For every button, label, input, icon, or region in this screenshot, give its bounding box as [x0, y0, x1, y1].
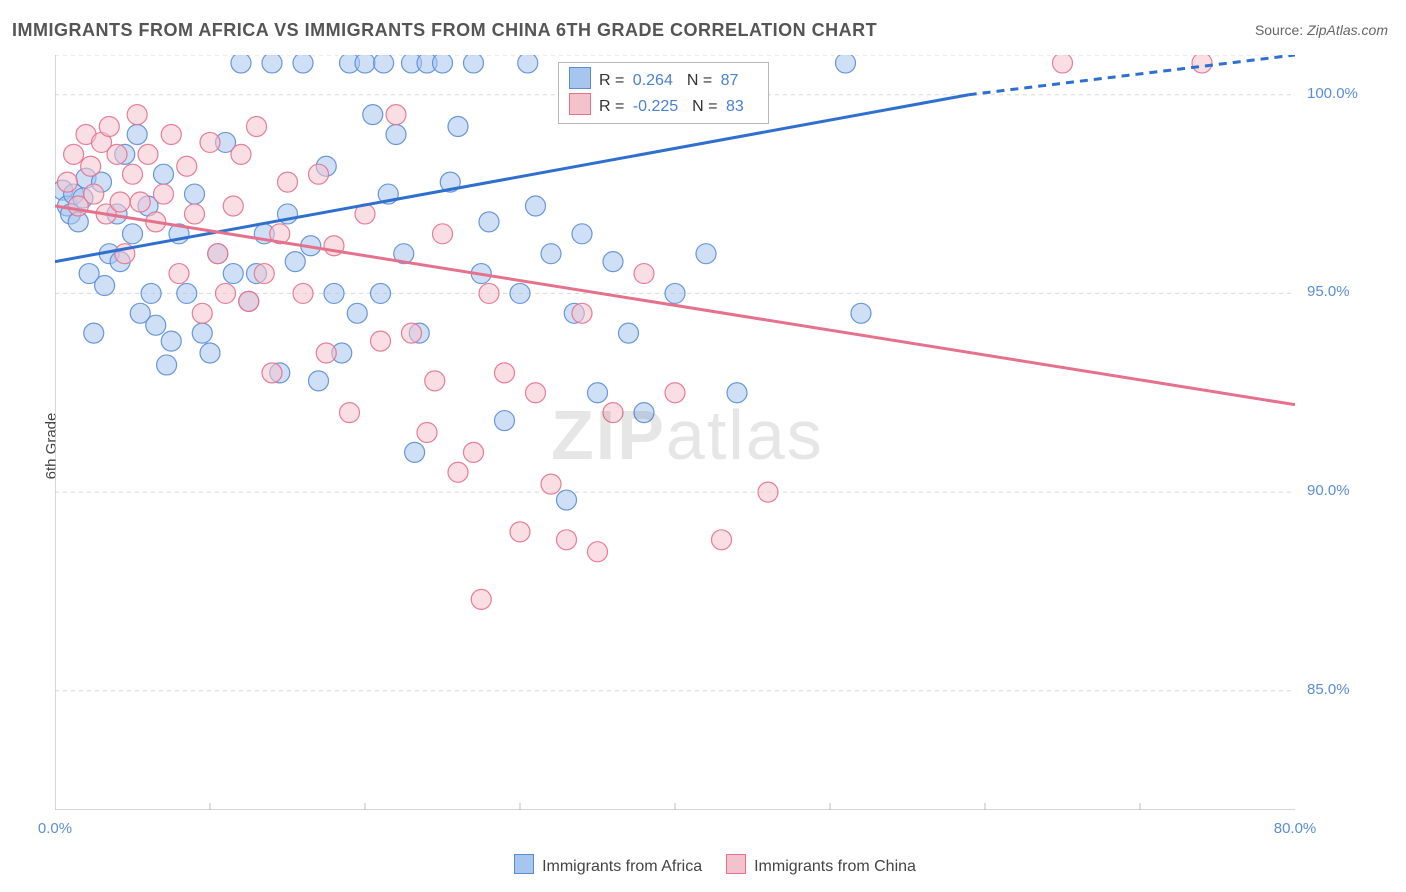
plot-svg — [55, 55, 1295, 810]
corr-row-africa: R = 0.264N = 87 — [569, 67, 758, 93]
y-tick: 100.0% — [1307, 85, 1358, 102]
legend-label-africa: Immigrants from Africa — [542, 858, 702, 875]
chart-title: IMMIGRANTS FROM AFRICA VS IMMIGRANTS FRO… — [12, 20, 877, 41]
source-label: Source: — [1255, 22, 1303, 38]
plot-area: ZIPatlas — [55, 55, 1295, 810]
source-attribution: Source: ZipAtlas.com — [1255, 22, 1388, 38]
x-tick: 80.0% — [1274, 820, 1317, 837]
chart-container: IMMIGRANTS FROM AFRICA VS IMMIGRANTS FRO… — [0, 0, 1406, 892]
correlation-legend-box: R = 0.264N = 87R = -0.225N = 83 — [558, 62, 769, 124]
corr-row-china: R = -0.225N = 83 — [569, 93, 758, 119]
legend-swatch-africa — [514, 854, 534, 874]
y-tick: 95.0% — [1307, 283, 1350, 300]
bottom-legend: Immigrants from Africa Immigrants from Ch… — [0, 854, 1406, 876]
x-tick: 0.0% — [38, 820, 72, 837]
y-tick: 85.0% — [1307, 681, 1350, 698]
legend-label-china: Immigrants from China — [754, 858, 916, 875]
legend-swatch-china — [726, 854, 746, 874]
y-tick: 90.0% — [1307, 482, 1350, 499]
source-value: ZipAtlas.com — [1307, 22, 1388, 38]
